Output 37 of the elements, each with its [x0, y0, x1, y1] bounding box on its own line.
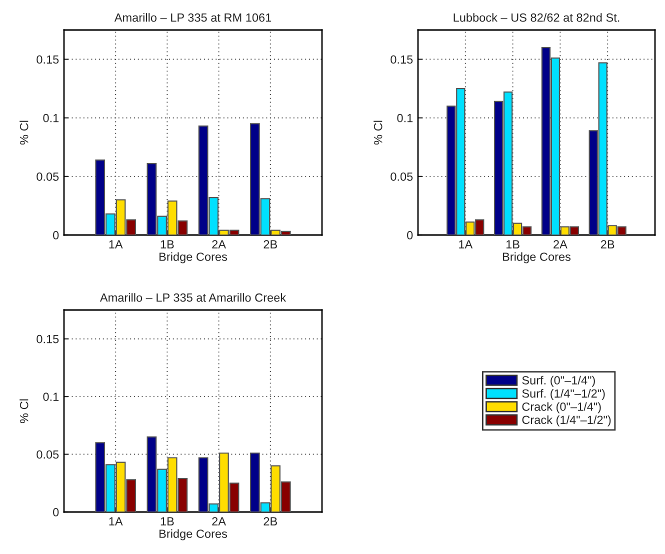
chart-title: Lubbock – US 82/62 at 82nd St.: [454, 13, 620, 22]
y-tick-label: 0.05: [36, 172, 59, 181]
chart-title: Amarillo – LP 335 at Amarillo Creek: [100, 293, 286, 302]
x-tick-label: 2B: [264, 240, 277, 248]
legend-label: Surf. (0"–1/4"): [522, 376, 595, 387]
x-tick-label: 1A: [109, 240, 123, 248]
y-axis-title: % Cl: [20, 399, 28, 424]
x-axis-title: Bridge Cores: [160, 529, 228, 540]
y-tick-label: 0.05: [390, 172, 413, 181]
legend-label: Crack (0"–1/4"): [522, 402, 601, 414]
x-tick-label: 1B: [506, 240, 520, 248]
chart-title: Amarillo – LP 335 at RM 1061: [114, 13, 272, 22]
x-tick-label: 1B: [160, 240, 174, 248]
y-tick-label: 0: [53, 231, 59, 240]
x-tick-label: 1A: [459, 240, 473, 248]
x-tick-label: 2A: [212, 240, 226, 248]
y-tick-label: 0: [53, 508, 59, 516]
x-tick-label: 1B: [160, 517, 174, 526]
x-axis-title: Bridge Cores: [160, 252, 228, 264]
y-axis-title: % Cl: [374, 120, 382, 145]
x-tick-label: 2A: [212, 517, 226, 526]
y-tick-label: 0.1: [43, 392, 59, 401]
x-axis-title: Bridge Cores: [503, 252, 571, 264]
y-tick-label: 0.1: [397, 114, 413, 122]
y-tick-label: 0.15: [36, 334, 59, 344]
x-tick-label: 2B: [600, 240, 614, 248]
y-tick-label: 0.15: [36, 55, 59, 64]
x-tick-label: 2A: [554, 240, 568, 248]
y-axis-title: % Cl: [20, 120, 28, 145]
y-tick-label: 0.05: [36, 450, 59, 459]
y-tick-label: 0.15: [390, 55, 413, 64]
y-tick-label: 0.1: [43, 114, 59, 122]
legend-label: Crack (1/4"–1/2"): [522, 415, 611, 426]
y-tick-label: 0: [407, 231, 413, 240]
x-tick-label: 1A: [109, 517, 123, 526]
x-tick-label: 2B: [264, 517, 277, 526]
legend-label: Surf. (1/4"–1/2"): [522, 389, 605, 400]
